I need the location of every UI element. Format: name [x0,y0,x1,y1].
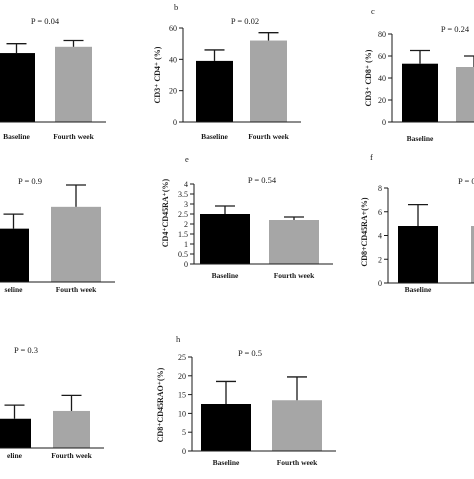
y-tick-label: 25 [178,353,186,362]
bar-fourth-week [53,410,90,448]
y-tick-label: 1.5 [178,230,188,239]
category-label: Baseline [213,458,240,467]
y-tick-label: 60 [169,24,177,33]
y-tick-label: 20 [378,96,386,105]
p-value-label: P = 0.5 [238,348,262,358]
bar-fourth-week [55,46,92,122]
p-value-label: P = 0.9 [18,176,42,186]
bar-fourth-week [272,400,322,451]
p-value-label: P = 0.3 [14,345,38,355]
panel-letter: e [185,154,189,164]
y-axis-label: CD3⁺ CD4⁺ (%) [153,46,162,103]
y-tick-label: 60 [378,52,386,61]
bar-baseline [201,404,251,451]
y-tick-label: 0 [182,447,186,456]
bar-baseline [0,228,29,282]
p-value-label: P = 0.54 [248,175,277,185]
category-label: Fourth week [248,132,289,141]
y-tick-label: 0 [184,260,188,269]
chart-panel-5: 00.511.522.533.54 Baseline Fourth week P = … [161,154,333,280]
bar-baseline [196,60,233,122]
chart-panel-1: Baseline Fourth week P = 0.04 [0,16,106,141]
y-tick-label: 4 [184,180,188,189]
category-label: Fourth week [56,285,97,294]
category-label: Fourth week [274,271,315,280]
y-tick-label: 6 [378,208,382,217]
y-tick-label: 0 [173,118,177,127]
y-tick-label: 1 [184,240,188,249]
bar-fourth-week [471,226,474,283]
y-tick-label: 2.5 [178,210,188,219]
y-tick-label: 2 [184,220,188,229]
bar-fourth-week [456,67,474,122]
y-tick-label: 3 [184,200,188,209]
y-tick-label: 0.5 [178,250,188,259]
chart-panel-2: 0 20 40 60 Baseline Fourth week P = 0.02 b CD3⁺ … [153,2,301,141]
y-axis-label: CD4⁺CD45RA⁺(%) [161,178,170,247]
panel-letter: h [176,334,181,344]
category-label: Baseline [212,271,239,280]
bar-fourth-week [250,40,287,122]
y-tick-label: 8 [378,184,382,193]
y-tick-label: 10 [178,409,186,418]
bar-baseline [200,214,250,264]
chart-panel-6: 0 2 4 6 8 Baseline P = 0.9 f CD8+CD45RA+(%) [360,152,474,294]
bar-baseline [398,226,438,283]
y-tick-label: 20 [169,87,177,96]
category-label: Baseline [407,134,434,143]
y-axis-label: CD8+CD45RA+(%) [360,197,369,266]
y-tick-label: 15 [178,391,186,400]
panel-letter: c [371,6,375,16]
p-value-label: P = 0.24 [441,24,470,34]
category-label: Baseline [3,132,30,141]
p-value-label: P = 0.9 [458,176,474,186]
bar-fourth-week [269,220,319,264]
panel-letter: b [174,2,178,12]
y-tick-label: 0 [382,118,386,127]
category-label: Fourth week [51,451,92,460]
p-value-label: P = 0.02 [231,16,259,26]
bar-baseline [0,418,31,448]
y-tick-label: 20 [178,372,186,381]
chart-panel-3: 0 20 40 60 80 Baseline P = 0.24 c CD3⁺ CD8⁺ (%) [364,6,474,143]
category-label: Baseline [201,132,228,141]
y-tick-label: 4 [378,232,382,241]
y-axis-label: CD3⁺ CD8⁺ (%) [364,49,373,106]
chart-panel-7: eline Fourth week P = 0.3 [0,345,104,460]
p-value-label: P = 0.04 [31,16,60,26]
y-tick-label: 0 [378,279,382,288]
y-tick-label: 80 [378,30,386,39]
category-label: Fourth week [53,132,94,141]
y-tick-label: 5 [182,428,186,437]
bar-fourth-week [51,206,101,282]
category-label: Baseline [405,285,432,294]
y-tick-label: 2 [378,255,382,264]
bar-baseline [0,53,35,122]
bar-baseline [402,63,438,122]
category-label: seline [5,285,24,294]
category-label: eline [7,451,23,460]
panel-letter: f [370,152,373,162]
y-tick-label: 40 [378,74,386,83]
y-tick-label: 3.5 [178,190,188,199]
chart-panel-8: 0 5 10 15 20 25 Baseline Fourth week P = 0.5 h CD8… [156,334,336,467]
category-label: Fourth week [277,458,318,467]
y-axis-label: CD8⁺CD45RAO⁺(%) [156,367,165,442]
y-tick-label: 40 [169,55,177,64]
chart-panel-4: seline Fourth week P = 0.9 [0,176,115,294]
